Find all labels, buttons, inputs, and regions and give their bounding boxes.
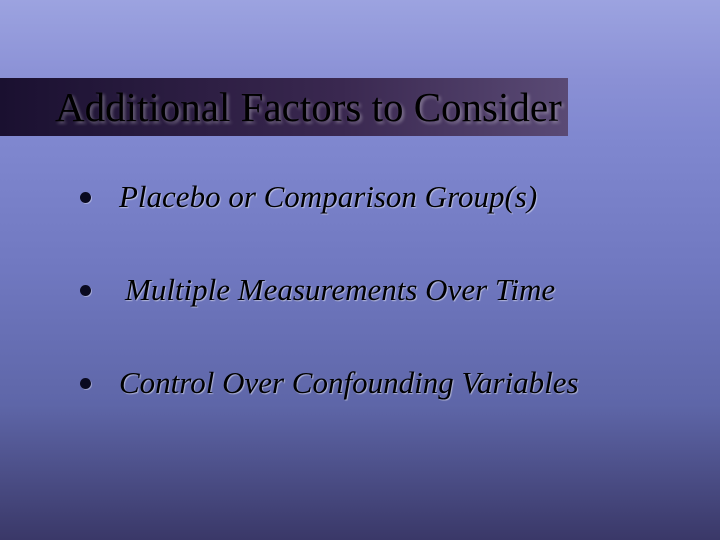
bullet-text: Multiple Measurements Over Time [125,271,555,310]
list-item: Placebo or Comparison Group(s) [80,178,680,217]
bullet-icon [80,378,91,389]
slide-title: Additional Factors to Consider [55,78,720,136]
bullet-icon [80,192,91,203]
presentation-slide: Additional Factors to Consider Placebo o… [0,0,720,540]
title-region: Additional Factors to Consider [0,0,720,136]
list-item: Multiple Measurements Over Time [80,271,680,310]
list-item: Control Over Confounding Variables [80,364,680,403]
bullet-list: Placebo or Comparison Group(s) Multiple … [0,136,720,402]
bullet-text: Placebo or Comparison Group(s) [119,178,537,217]
bullet-text: Control Over Confounding Variables [119,364,579,403]
bullet-icon [80,285,91,296]
